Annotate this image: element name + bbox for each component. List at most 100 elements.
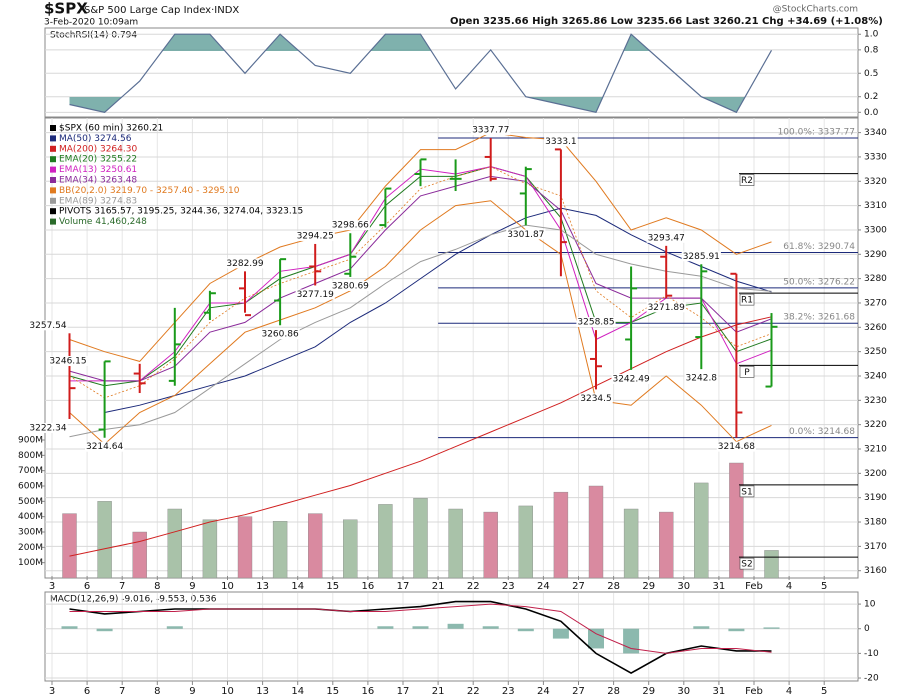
x-tick-label: 30 <box>677 581 690 592</box>
x-tick-label: 14 <box>291 581 304 592</box>
price-label-bg <box>506 229 546 240</box>
x-tick-label: 3 <box>49 686 55 697</box>
index-name: S&P 500 Large Cap Index·INDX <box>84 5 239 16</box>
price-label: 3298.66 <box>332 221 369 231</box>
y-tick-label: 3310 <box>864 201 887 211</box>
price-label: 3260.86 <box>261 330 298 340</box>
pivot-box <box>739 366 755 378</box>
legend-entry: EMA(20) 3255.22 <box>59 155 137 165</box>
macd-line <box>69 600 772 675</box>
y-tick-label: 3210 <box>864 445 887 455</box>
x-tick-label: 23 <box>502 581 515 592</box>
legend-swatch <box>50 156 56 163</box>
price-label: 3242.49 <box>612 374 649 384</box>
x-tick-label: 24 <box>537 581 550 592</box>
y-tick-label: 0 <box>864 624 870 634</box>
macd-histogram <box>482 626 499 629</box>
x-tick-label: 9 <box>189 581 195 592</box>
legend-swatch <box>50 125 56 131</box>
stoch-shade <box>69 97 746 113</box>
x-tick-label: 4 <box>786 581 792 592</box>
x-tick-label: 4 <box>786 686 792 697</box>
y-tick-label: 3180 <box>864 518 887 528</box>
volume-bar <box>764 550 779 579</box>
x-tick-label: 8 <box>154 686 160 697</box>
y-tick-label: 200M <box>18 543 43 553</box>
y-tick-label: -20 <box>864 674 879 684</box>
credit: @StockCharts.com <box>773 5 858 15</box>
volume-bar <box>588 485 604 579</box>
fib-label: 61.8%: 3290.74 <box>783 242 855 252</box>
price-label-bg <box>471 125 511 136</box>
price-label-bg <box>681 251 721 262</box>
stoch-frame <box>44 27 859 118</box>
x-tick-label: 22 <box>467 686 480 697</box>
volume-bar <box>97 501 112 579</box>
volume-bar <box>623 508 639 579</box>
fib-label: 50.0%: 3276.22 <box>783 277 855 287</box>
fib-label: 100.0%: 3337.77 <box>778 128 855 138</box>
price-label: 3246.15 <box>49 357 86 367</box>
pivot-label: S2 <box>741 560 752 570</box>
volume-bar <box>448 508 463 579</box>
legend-swatch <box>50 145 56 152</box>
price-label-bg <box>295 230 335 241</box>
pivot-box <box>739 293 755 306</box>
x-tick-label: 31 <box>713 686 726 697</box>
macd-histogram <box>447 623 464 629</box>
pivot-box <box>739 485 755 498</box>
y-tick-label: 3260 <box>864 323 887 333</box>
y-tick-label: 0.2 <box>864 92 878 102</box>
x-tick-label: 29 <box>642 686 655 697</box>
y-tick-label: 900M <box>18 436 43 446</box>
y-tick-label: 0.8 <box>864 45 879 55</box>
pivot-label: P <box>744 368 750 378</box>
x-tick-label: 17 <box>397 686 410 697</box>
volume-bar <box>413 498 428 579</box>
x-tick-label: 27 <box>572 686 585 697</box>
x-tick-label: 17 <box>397 581 410 592</box>
volume-bar <box>62 513 77 579</box>
y-tick-label: 100M <box>18 558 43 568</box>
y-tick-label: 3190 <box>864 493 887 503</box>
price-label: 3214.68 <box>718 442 755 452</box>
legend-swatch <box>50 218 56 225</box>
bb-upper <box>69 132 772 362</box>
x-tick-label: Feb <box>745 581 763 592</box>
price-label-bg <box>225 258 265 269</box>
volume-bar <box>378 504 393 579</box>
y-tick-label: 400M <box>18 512 43 522</box>
price-label-bg <box>646 302 686 313</box>
pivot-box <box>739 557 755 570</box>
price-label-bg <box>295 289 335 300</box>
y-tick-label: 3160 <box>864 566 887 576</box>
volume-bar <box>553 491 569 579</box>
x-tick-label: 5 <box>821 581 827 592</box>
price-label-bg <box>611 373 651 384</box>
macd-histogram <box>166 626 183 629</box>
x-tick-label: 24 <box>537 686 550 697</box>
legend-swatch <box>50 135 56 142</box>
y-tick-label: 3330 <box>864 152 887 162</box>
legend-entry: $SPX (60 min) 3260.21 <box>59 124 163 134</box>
y-tick-label: 800M <box>18 451 43 461</box>
y-tick-label: 1.0 <box>864 30 879 40</box>
y-tick-label: 3230 <box>864 396 887 406</box>
x-tick-label: 16 <box>362 686 375 697</box>
x-tick-label: Feb <box>745 686 763 697</box>
x-tick-label: 29 <box>642 581 655 592</box>
ma-line <box>69 175 772 382</box>
legend-entry: EMA(34) 3263.48 <box>59 176 137 186</box>
x-tick-label: 9 <box>189 686 195 697</box>
macd-histogram <box>552 628 569 639</box>
legend-swatch <box>50 166 56 173</box>
y-tick-label: 3340 <box>864 128 887 138</box>
y-tick-label: 700M <box>18 466 43 476</box>
symbol: $SPX <box>44 0 88 18</box>
y-tick-label: 3280 <box>864 274 887 284</box>
price-label-bg <box>684 373 719 384</box>
price-label-bg <box>544 136 578 147</box>
x-tick-label: 10 <box>221 581 234 592</box>
macd-frame <box>44 591 859 682</box>
